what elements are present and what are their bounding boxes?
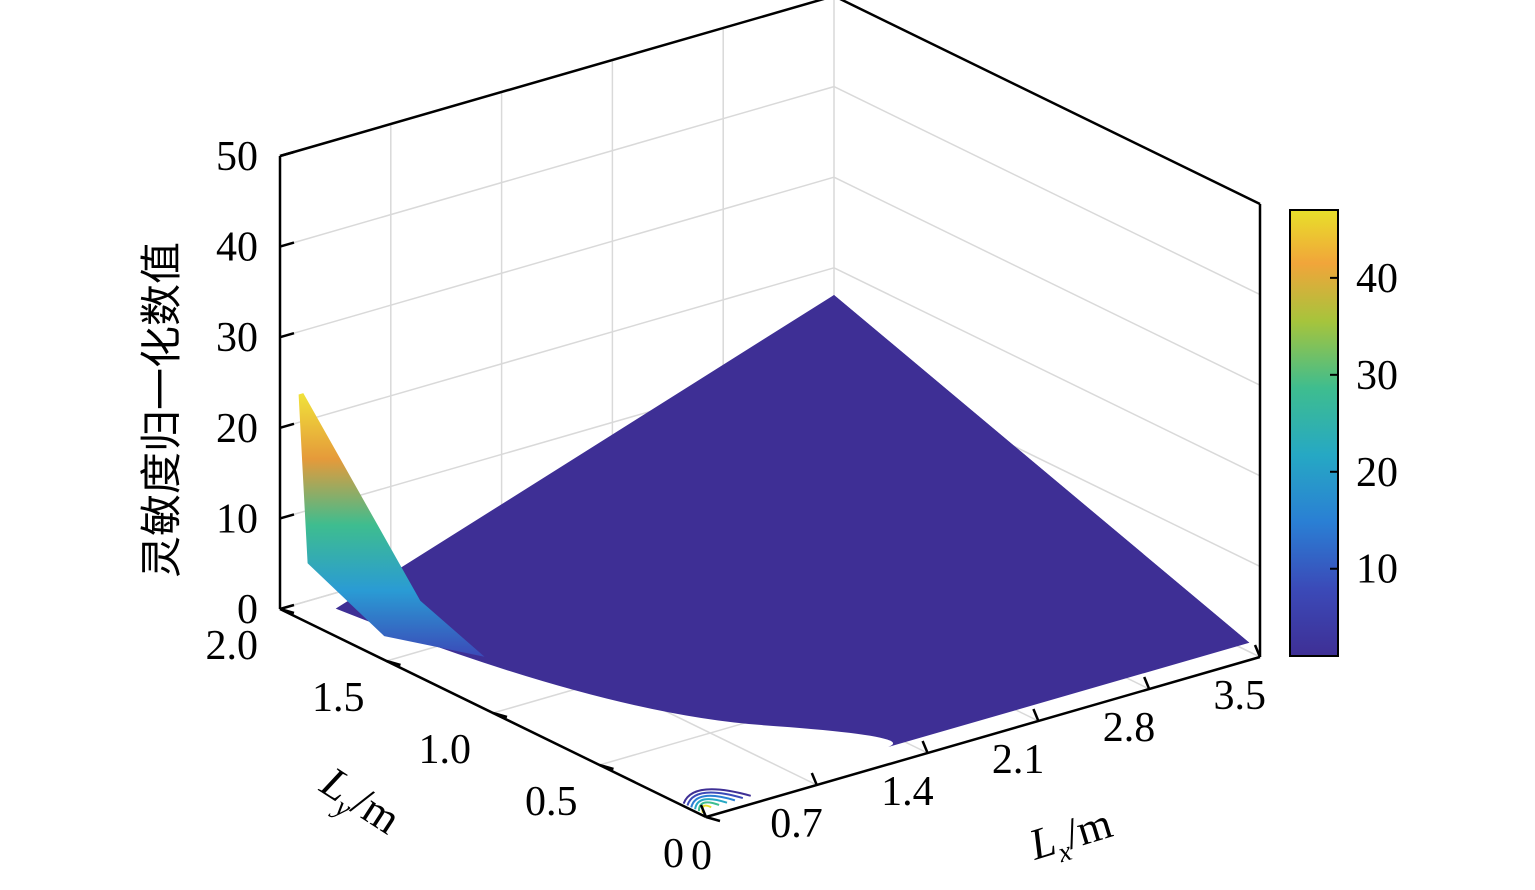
x-tick-mark — [810, 772, 818, 786]
y-tick-mark — [599, 763, 614, 771]
x-tick-label: 3.5 — [1214, 673, 1267, 719]
x-tick-label: 2.1 — [992, 737, 1045, 783]
x-tick-mark — [1143, 676, 1151, 690]
z-tick-mark — [279, 331, 295, 339]
contour-line — [686, 791, 744, 806]
x-tick-label: 0.7 — [770, 801, 823, 847]
x-tick-label: 2.8 — [1103, 705, 1156, 751]
z-tick-label: 10 — [216, 496, 258, 542]
y-tick-label: 0 — [663, 831, 684, 877]
colorbar: 10 20 30 40 — [1289, 209, 1398, 657]
z-tick-label: 30 — [216, 315, 258, 361]
contour-line — [697, 801, 720, 812]
y-tick-label: 1.0 — [419, 727, 472, 773]
surface — [298, 294, 1250, 814]
colorbar-tick-label: 40 — [1356, 256, 1398, 302]
x-tick-mark — [1253, 644, 1262, 658]
x-tick-label: 0 — [691, 833, 712, 879]
y-tick-label: 1.5 — [312, 675, 365, 721]
surface-spike — [298, 393, 485, 657]
z-tick-mark — [279, 422, 295, 430]
grid-line-z-right — [833, 85, 1261, 296]
x-tick-mark — [699, 804, 708, 818]
y-tick-mark — [386, 659, 401, 667]
surface-curve — [335, 294, 1250, 748]
colorbar-ticks: 10 20 30 40 — [1330, 256, 1398, 593]
x-axis-label: Lx/m — [1023, 798, 1120, 876]
grid-line-z-right — [833, 267, 1261, 477]
colorbar-tick-label: 20 — [1356, 450, 1398, 496]
box-edge-top-right — [839, 0, 1261, 206]
contour-line — [690, 794, 736, 808]
contour-line — [682, 788, 752, 805]
colorbar-gradient — [1289, 209, 1339, 657]
grid-line-z-right — [833, 176, 1261, 386]
y-tick-mark — [279, 607, 295, 615]
contour-line — [694, 798, 728, 810]
z-tick-label: 40 — [216, 225, 258, 271]
z-tick-label: 0 — [237, 587, 258, 633]
z-tick-label: 50 — [216, 134, 258, 180]
z-tick-label: 20 — [216, 406, 258, 452]
y-tick-mark — [492, 711, 508, 719]
z-tick-mark — [279, 603, 295, 611]
box-edge-top-back — [279, 0, 825, 158]
y-axis-label-unit: /m — [344, 777, 410, 843]
grid-line-z-back — [279, 176, 835, 338]
z-tick-mark — [279, 513, 295, 520]
colorbar-tick-label: 10 — [1356, 547, 1398, 593]
y-axis-label: Ly/m — [308, 757, 409, 850]
z-tick-mark — [279, 150, 295, 158]
x-tick-label: 1.4 — [881, 769, 934, 815]
y-tick-mark — [705, 815, 721, 823]
x-axis-line — [705, 655, 1261, 819]
y-tick-label: 0.5 — [525, 779, 578, 825]
grid-line-z-back — [279, 267, 835, 429]
x-tick-mark — [1032, 708, 1040, 722]
colorbar-tick-label: 30 — [1356, 353, 1398, 399]
z-tick-mark — [279, 241, 295, 248]
y-tick-label: 2.0 — [206, 623, 259, 669]
x-tick-mark — [921, 740, 929, 754]
grid-line-z-back — [279, 85, 835, 248]
z-axis-label: 灵敏度归一化数值 — [137, 242, 186, 578]
